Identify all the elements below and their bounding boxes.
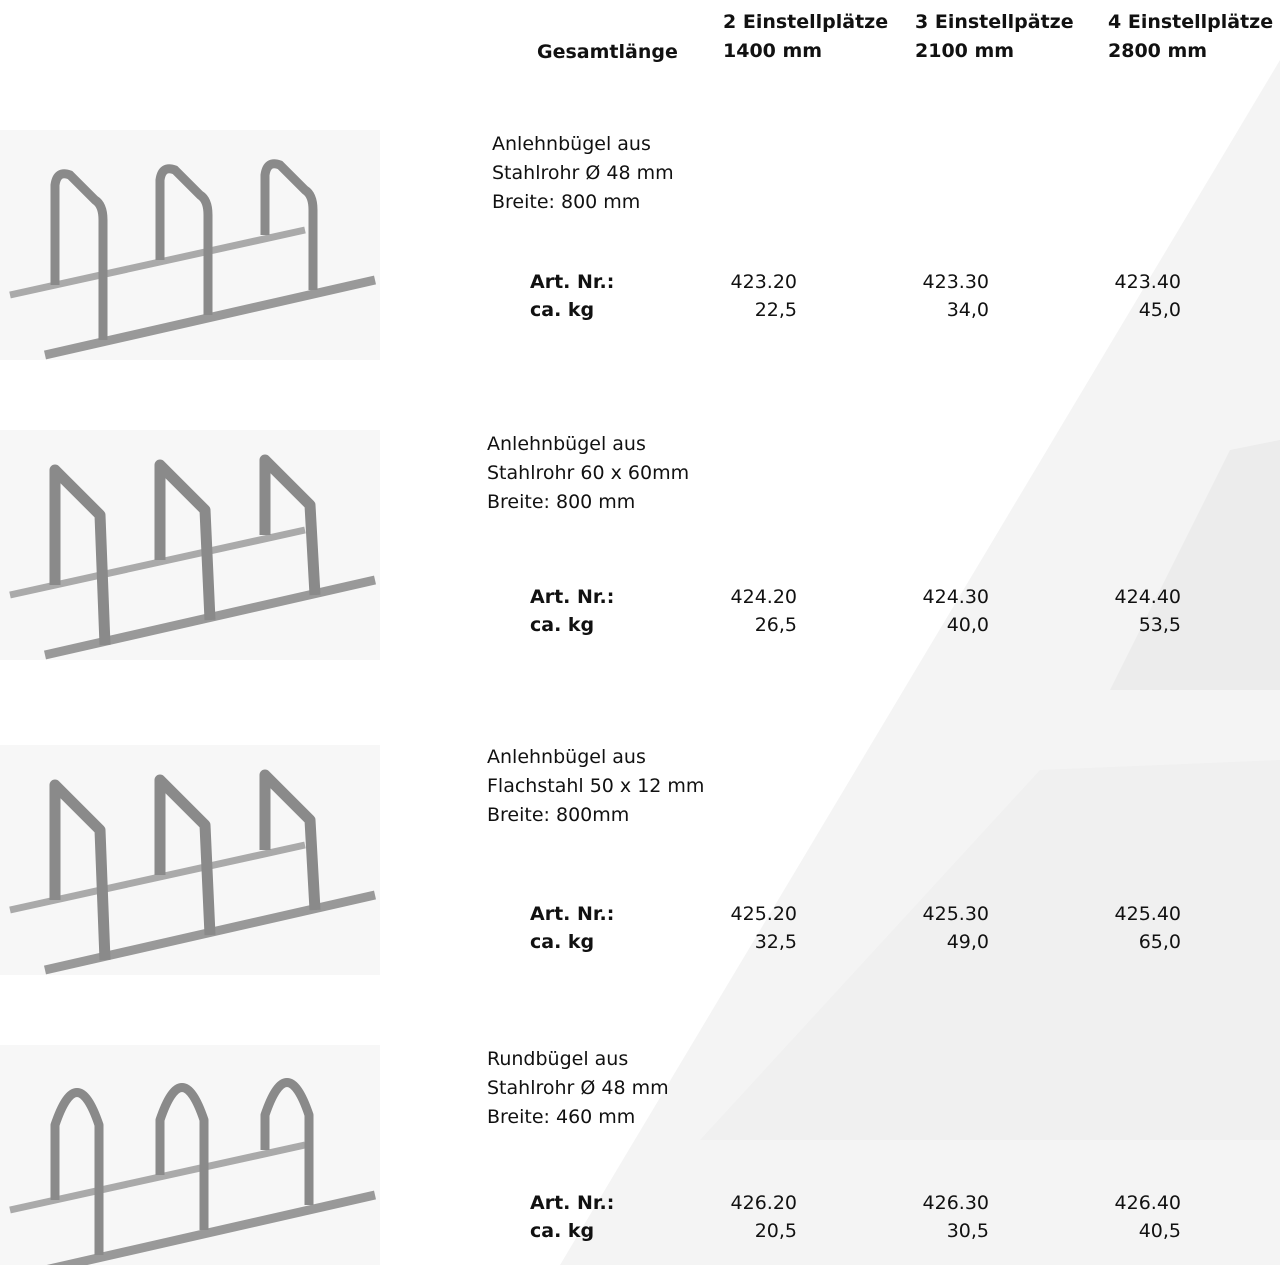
art-number: 426.30 bbox=[922, 1192, 989, 1214]
weight: 34,0 bbox=[946, 299, 989, 321]
rack-loop bbox=[259, 769, 321, 911]
art-number: 423.30 bbox=[922, 271, 989, 293]
weight: 40,5 bbox=[1138, 1220, 1181, 1242]
art-number: 424.40 bbox=[1114, 586, 1181, 608]
product-description: Breite: 460 mm bbox=[487, 1106, 636, 1128]
kg-label: ca. kg bbox=[530, 614, 595, 636]
column-length: 2100 mm bbox=[915, 40, 1015, 62]
rack-loop bbox=[155, 164, 213, 315]
kg-label: ca. kg bbox=[530, 931, 595, 953]
column-places: 4 Einstellplätze bbox=[1108, 11, 1274, 33]
weight: 32,5 bbox=[754, 931, 797, 953]
weight: 45,0 bbox=[1138, 299, 1181, 321]
weight: 26,5 bbox=[754, 614, 797, 636]
art-label: Art. Nr.: bbox=[530, 586, 615, 608]
product-description: Breite: 800mm bbox=[487, 804, 630, 826]
weight: 65,0 bbox=[1138, 931, 1181, 953]
art-number: 426.40 bbox=[1114, 1192, 1181, 1214]
column-places: 2 Einstellplätze bbox=[723, 11, 889, 33]
product-description: Stahlrohr Ø 48 mm bbox=[492, 162, 674, 184]
image-backdrop bbox=[0, 1045, 380, 1265]
product-description: Anlehnbügel aus bbox=[492, 133, 651, 155]
rack-loop bbox=[50, 1088, 104, 1255]
art-number: 423.40 bbox=[1114, 271, 1181, 293]
art-label: Art. Nr.: bbox=[530, 271, 615, 293]
weight: 53,5 bbox=[1138, 614, 1181, 636]
product-description: Breite: 800 mm bbox=[487, 491, 636, 513]
rack-loop bbox=[259, 454, 321, 596]
art-number: 425.20 bbox=[730, 903, 797, 925]
kg-label: ca. kg bbox=[530, 299, 595, 321]
rack-rail bbox=[44, 275, 376, 360]
rack-loop bbox=[260, 1078, 314, 1205]
art-label: Art. Nr.: bbox=[530, 903, 615, 925]
art-number: 425.40 bbox=[1114, 903, 1181, 925]
product-images bbox=[0, 130, 380, 1265]
product-description: Breite: 800 mm bbox=[492, 191, 641, 213]
weight: 40,0 bbox=[946, 614, 989, 636]
rack-loop bbox=[155, 1083, 209, 1230]
product-description: Stahlrohr Ø 48 mm bbox=[487, 1077, 669, 1099]
rack-loop bbox=[49, 779, 111, 961]
column-length: 1400 mm bbox=[723, 40, 823, 62]
art-number: 424.30 bbox=[922, 586, 989, 608]
weight: 30,5 bbox=[946, 1220, 989, 1242]
kg-label: ca. kg bbox=[530, 1220, 595, 1242]
product-description: Anlehnbügel aus bbox=[487, 746, 646, 768]
column-length: 2800 mm bbox=[1108, 40, 1208, 62]
weight: 49,0 bbox=[946, 931, 989, 953]
column-label: Gesamtlänge bbox=[537, 41, 678, 63]
product-description: Anlehnbügel aus bbox=[487, 433, 646, 455]
art-number: 424.20 bbox=[730, 586, 797, 608]
product-description: Stahlrohr 60 x 60mm bbox=[487, 462, 690, 484]
rack-loop bbox=[49, 464, 111, 646]
rack-loop bbox=[50, 169, 108, 340]
weight: 22,5 bbox=[754, 299, 797, 321]
rack-loop bbox=[154, 459, 216, 621]
product-description: Rundbügel aus bbox=[487, 1048, 629, 1070]
art-number: 426.20 bbox=[730, 1192, 797, 1214]
product-description: Flachstahl 50 x 12 mm bbox=[487, 775, 705, 797]
art-number: 423.20 bbox=[730, 271, 797, 293]
rack-loop bbox=[154, 774, 216, 936]
watermark-shape bbox=[1110, 440, 1280, 690]
rack-rail bbox=[46, 1190, 376, 1265]
column-places: 3 Einstellpätze bbox=[915, 11, 1074, 33]
rack-loop bbox=[260, 159, 318, 290]
watermark-shape bbox=[700, 760, 1280, 1140]
art-number: 425.30 bbox=[922, 903, 989, 925]
art-label: Art. Nr.: bbox=[530, 1192, 615, 1214]
weight: 20,5 bbox=[754, 1220, 797, 1242]
